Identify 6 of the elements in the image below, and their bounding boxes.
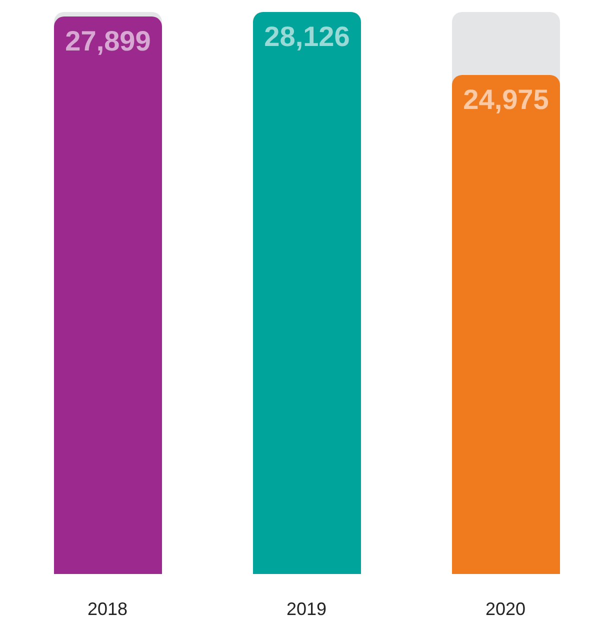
data-label: 24,975 bbox=[463, 84, 549, 115]
data-label: 27,899 bbox=[65, 25, 151, 56]
x-tick-label: 2018 bbox=[87, 598, 128, 619]
x-tick-label: 2020 bbox=[485, 598, 526, 619]
x-tick-label: 2019 bbox=[286, 598, 327, 619]
data-label: 28,126 bbox=[264, 20, 350, 52]
